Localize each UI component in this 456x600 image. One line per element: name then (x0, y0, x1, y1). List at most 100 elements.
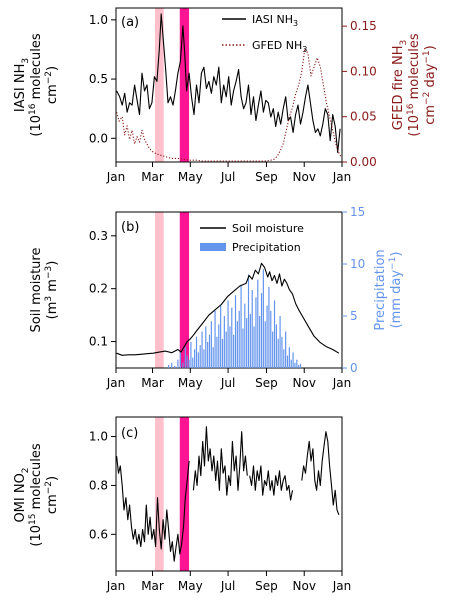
precip-bar (290, 359, 292, 368)
x-tick-label: Mar (141, 376, 164, 390)
precip-bar (203, 349, 205, 368)
precip-bar (171, 362, 173, 368)
legend-soil-label: Soil moisture (232, 222, 304, 235)
svg-text:OMI NO2: OMI NO2 (13, 467, 31, 522)
precip-bar (238, 310, 240, 368)
panel-c-frame (115, 416, 343, 572)
x-tick-label: Mar (141, 579, 164, 593)
precip-bar (184, 347, 186, 368)
precip-bar (283, 349, 285, 368)
panel-a-legend: IASI NH3 GFED NH3 (222, 13, 307, 54)
precip-bar (223, 316, 225, 368)
precip-bar (231, 307, 233, 368)
legend-precip-label: Precipitation (232, 241, 301, 254)
right-y-tick-label: 0.10 (350, 64, 377, 78)
precip-bar (227, 300, 229, 368)
svg-text:cm−2): cm−2) (44, 66, 60, 104)
precip-bar (260, 293, 263, 368)
precip-bar (244, 303, 246, 368)
svg-text:IASI NH3: IASI NH3 (13, 58, 31, 112)
precip-bar (247, 274, 250, 368)
precip-bar (192, 357, 194, 368)
precip-bar (168, 364, 170, 368)
precip-bar (218, 324, 220, 368)
x-tick-label: May (178, 170, 203, 184)
precip-bar (268, 286, 270, 368)
x-tick-label: Jan (106, 170, 126, 184)
x-tick-label: Jul (220, 170, 235, 184)
x-tick-label: Jul (220, 579, 235, 593)
precip-bar (220, 305, 222, 368)
right-y-tick-label: 0.05 (350, 110, 377, 124)
legend-iasi-label: IASI NH3 (252, 13, 298, 28)
y-tick-label: 0.3 (89, 229, 108, 243)
precip-bar (190, 342, 192, 368)
x-tick-label: May (178, 376, 203, 390)
precip-bar (264, 321, 266, 368)
precip-bar (214, 310, 216, 368)
legend-precip-swatch (200, 243, 226, 251)
x-tick-label: Jan (332, 579, 352, 593)
precip-bar (197, 352, 199, 368)
series-line-omi-no2 (301, 431, 340, 515)
x-tick-label: Jan (332, 170, 352, 184)
x-tick-label: Nov (293, 579, 316, 593)
precip-bar (177, 359, 179, 368)
panel-b-legend: Soil moisture Precipitation (200, 222, 304, 254)
precip-bar (234, 295, 237, 368)
precip-bar (299, 363, 302, 368)
series-line-omi-no2 (116, 456, 190, 562)
shaded-band-light (155, 212, 164, 368)
y-tick-label: 0.0 (89, 131, 108, 145)
svg-text:(1016 molecules: (1016 molecules (28, 33, 44, 136)
panel-b: 0.1 0.2 0.3 0 5 10 15 Jan Mar May Jul Sep Nov Jan (… (29, 205, 404, 390)
precip-bar (216, 336, 218, 368)
x-tick-label: May (178, 579, 203, 593)
precip-bar (195, 336, 198, 368)
right-y-tick-label: 10 (350, 257, 365, 271)
y-tick-label: 1.0 (89, 430, 108, 444)
precip-bar (288, 347, 290, 368)
shaded-band-light (155, 8, 164, 162)
precip-bar (279, 316, 281, 368)
precip-bar (281, 336, 283, 368)
precip-bar (296, 359, 298, 368)
y-tick-label: 0.1 (89, 335, 108, 349)
precip-bar (199, 345, 201, 368)
right-y-tick-label: 0 (350, 361, 358, 375)
precip-bar (207, 342, 209, 368)
precip-bar (259, 316, 261, 368)
precip-bar (221, 338, 224, 368)
shaded-band-dark (179, 8, 190, 162)
precip-bar (270, 310, 272, 368)
precip-bar (257, 279, 259, 368)
precip-bar (275, 324, 277, 368)
shaded-band-light (155, 417, 164, 571)
x-tick-label: Jan (332, 376, 352, 390)
precip-bar (182, 362, 184, 368)
panel-b-frame (115, 211, 343, 369)
precip-bar (240, 284, 242, 368)
right-y-tick-label: 5 (350, 309, 358, 323)
precip-bar (253, 326, 255, 368)
precip-bar (277, 338, 279, 368)
svg-text:(1015 molecules: (1015 molecules (28, 443, 44, 546)
precip-bar (298, 364, 300, 368)
precip-bar (212, 347, 214, 368)
precip-bar (286, 355, 289, 368)
panel-a-left-ylabel: IASI NH3 (1016 molecules cm−2) (13, 33, 60, 136)
precip-bar (251, 290, 253, 368)
precip-bar (246, 318, 248, 368)
series-line-iasi-nh3 (116, 13, 341, 154)
precip-bar (225, 331, 227, 368)
series-line-soil-moisture (116, 262, 340, 356)
svg-text:(m3 m−3): (m3 m−3) (44, 261, 60, 320)
y-tick-label: 0.8 (89, 478, 108, 492)
right-y-tick-label: 0.15 (350, 19, 377, 33)
series-line-gfed-nh3 (116, 48, 342, 162)
precip-bar (229, 326, 231, 368)
panel-a-right-ylabel: GFED fire NH3 (1016 molecules cm−2 day−1… (391, 33, 438, 136)
x-tick-label: Sep (255, 170, 278, 184)
series-line-omi-no2 (249, 465, 294, 501)
